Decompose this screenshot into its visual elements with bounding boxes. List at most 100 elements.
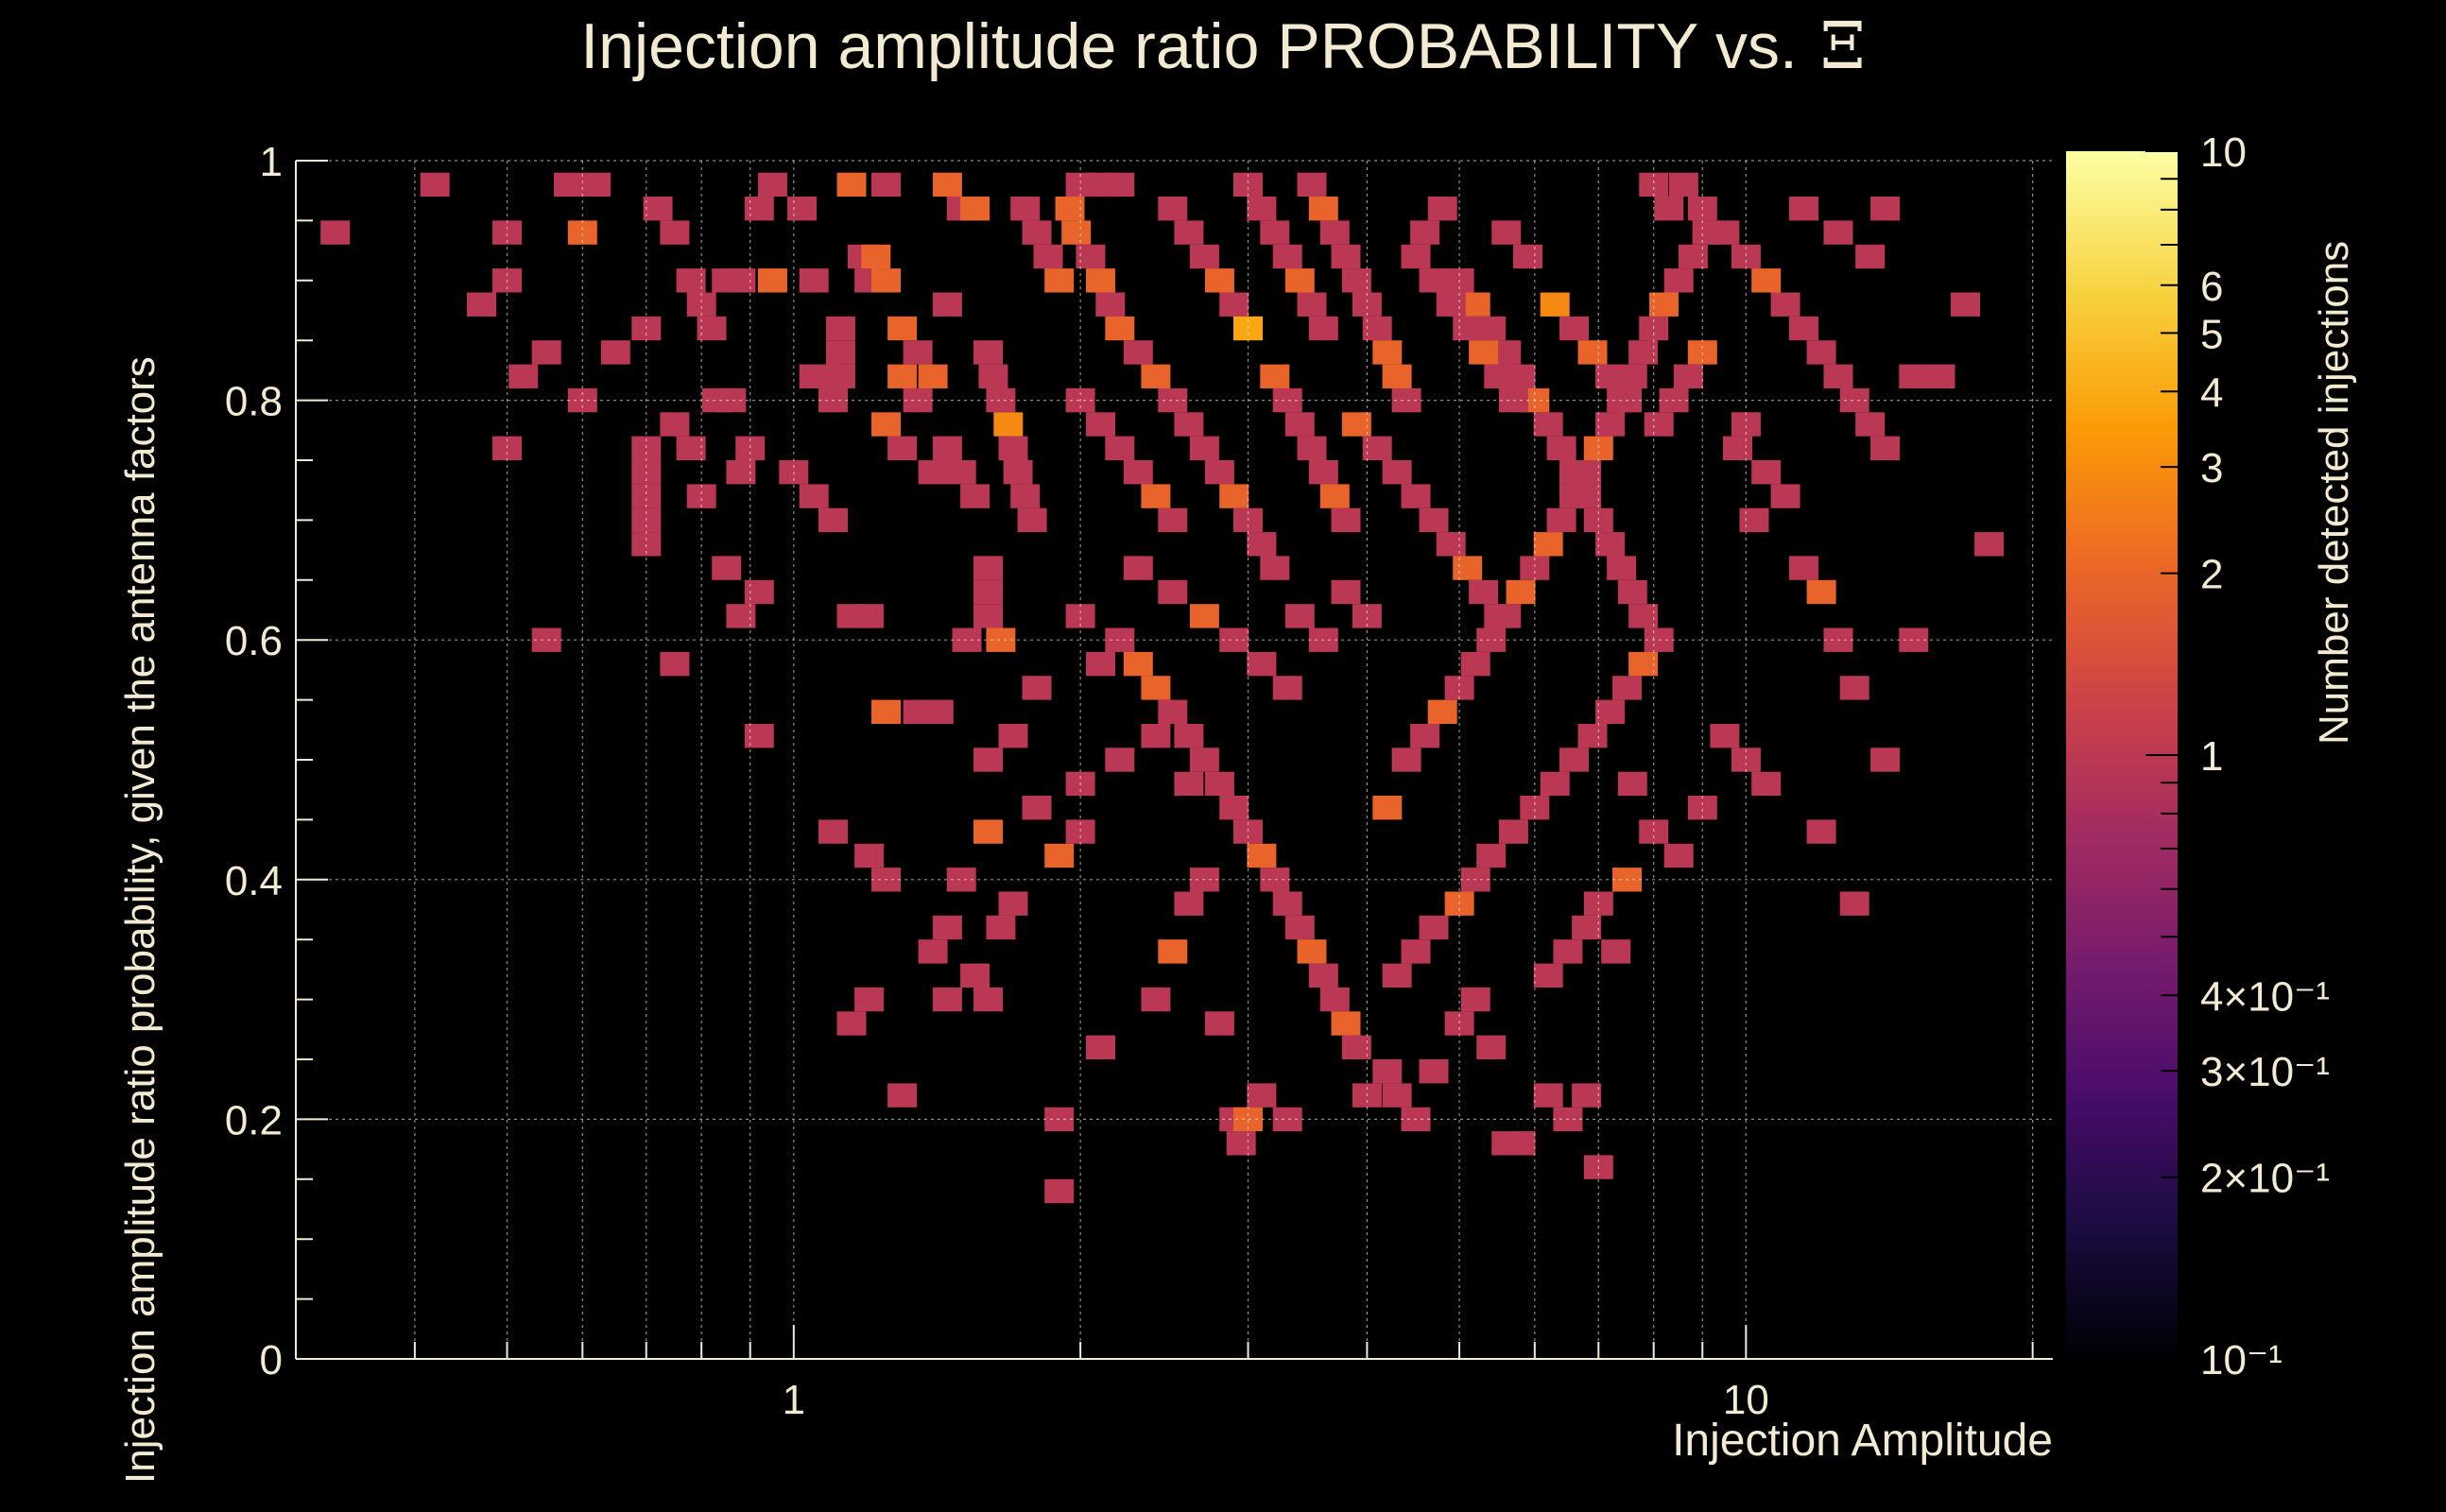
heatmap-cell [1419, 507, 1449, 533]
heatmap-cell [1484, 364, 1514, 388]
heatmap-cell [973, 819, 1003, 844]
heatmap-cell [1491, 220, 1522, 245]
heatmap-cell [1003, 460, 1033, 485]
heatmap-cell [1204, 771, 1234, 797]
heatmap-cell [887, 364, 918, 388]
heatmap-cell [1673, 364, 1703, 388]
heatmap-cell [1055, 197, 1085, 221]
heatmap-cell [973, 604, 1003, 628]
heatmap-cell [1553, 939, 1583, 964]
x-axis-label: Injection Amplitude [1672, 1416, 2053, 1466]
heatmap-cell [1559, 316, 1589, 341]
heatmap-cell [1427, 197, 1457, 221]
heatmap-cell [952, 627, 982, 652]
heatmap-cell [903, 699, 933, 724]
heatmap-cell [1105, 172, 1135, 198]
heatmap-cell [1308, 316, 1338, 341]
heatmap-cell [1546, 507, 1576, 533]
heatmap-cell [1870, 436, 1901, 460]
heatmap-cell [1297, 292, 1327, 317]
heatmap-cell [1401, 244, 1431, 269]
heatmap-cell [1612, 676, 1642, 700]
heatmap-cell [861, 244, 891, 269]
heatmap-cell [1739, 507, 1769, 533]
heatmap-cell [854, 987, 885, 1012]
heatmap-cell [1086, 651, 1115, 677]
heatmap-cell [600, 340, 630, 365]
heatmap-cell [998, 436, 1028, 460]
grid-lines [296, 160, 2053, 1359]
heatmap-cell [1297, 939, 1327, 964]
heatmap-cell [871, 412, 901, 437]
y-tick-label: 1 [260, 139, 283, 185]
heatmap-cell [1284, 604, 1315, 628]
axes: 0 0.2 0.4 0.6 0.8 1 1 10 [225, 139, 2053, 1423]
heatmap-cell [1352, 292, 1382, 317]
heatmap-cell [818, 819, 848, 844]
heatmap-cell [973, 987, 1003, 1012]
heatmap-cell [1595, 699, 1626, 724]
heatmap-cell [973, 747, 1003, 772]
heatmap-cell [1174, 771, 1204, 797]
heatmap-cell [1654, 197, 1684, 221]
heatmap-cell [1723, 436, 1752, 460]
heatmap-cell [1951, 292, 1980, 317]
heatmap-cell [1410, 724, 1440, 748]
heatmap-cell [1123, 340, 1153, 365]
x-tick-label: 10 [1723, 1377, 1769, 1423]
heatmap-cell [1382, 963, 1412, 988]
heatmap-cell [998, 724, 1028, 748]
heatmap-cell [1401, 484, 1431, 508]
heatmap-cell [1260, 556, 1290, 580]
heatmap-cell [643, 197, 673, 221]
colorbar-tick-label: 5 [2200, 311, 2223, 357]
heatmap-cell [1401, 939, 1431, 964]
heatmap-cell [1382, 460, 1412, 485]
heatmap-cell [1189, 747, 1219, 772]
heatmap-cell [960, 963, 990, 988]
heatmap-cell [1663, 268, 1694, 293]
heatmap-cell [1789, 556, 1818, 580]
heatmap-cell [1158, 939, 1188, 964]
heatmap-cell [1260, 220, 1290, 245]
heatmap-cell [1095, 292, 1126, 317]
heatmap-cell [1506, 1131, 1536, 1156]
heatmap-cell [978, 364, 1008, 388]
heatmap-cell [1174, 891, 1204, 916]
x-tick-label: 1 [783, 1377, 805, 1423]
heatmap-cell [973, 556, 1003, 580]
heatmap-cell [726, 268, 756, 293]
colorbar-tick-label: 2 [2200, 552, 2223, 598]
heatmap-cell [1105, 436, 1135, 460]
heatmap-cell [1308, 460, 1338, 485]
heatmap-cell [1247, 651, 1277, 677]
heatmap-cell [1010, 197, 1041, 221]
heatmap-cell [1372, 340, 1403, 365]
heatmap-cell [932, 915, 962, 940]
heatmap-cell [1469, 340, 1499, 365]
heatmap-cell [631, 484, 662, 508]
heatmap-cell [554, 172, 583, 198]
heatmap-cell [676, 268, 706, 293]
colorbar-tick-label: 4×10⁻¹ [2200, 973, 2330, 1020]
heatmap-cell [1410, 220, 1440, 245]
heatmap-cell [420, 172, 450, 198]
y-tick-label: 0 [260, 1337, 283, 1383]
heatmap-cell [1297, 172, 1327, 198]
colorbar-tick-label: 2×10⁻¹ [2200, 1156, 2330, 1202]
heatmap-cell [1607, 556, 1637, 580]
heatmap-cell [973, 579, 1003, 605]
heatmap-cell [1533, 532, 1563, 557]
heatmap-cell [1260, 868, 1290, 892]
y-tick-label: 0.2 [225, 1097, 283, 1143]
heatmap-cell [1247, 843, 1277, 868]
heatmap-cell [932, 436, 962, 460]
heatmap-cell [1460, 292, 1490, 317]
heatmap-cell [871, 699, 901, 724]
heatmap-cell [1644, 412, 1674, 437]
heatmap-cell [1710, 724, 1740, 748]
heatmap-cell [1577, 724, 1608, 748]
heatmap-cell [1061, 220, 1092, 245]
heatmap-cell [1444, 676, 1474, 700]
heatmap-cell [726, 604, 756, 628]
